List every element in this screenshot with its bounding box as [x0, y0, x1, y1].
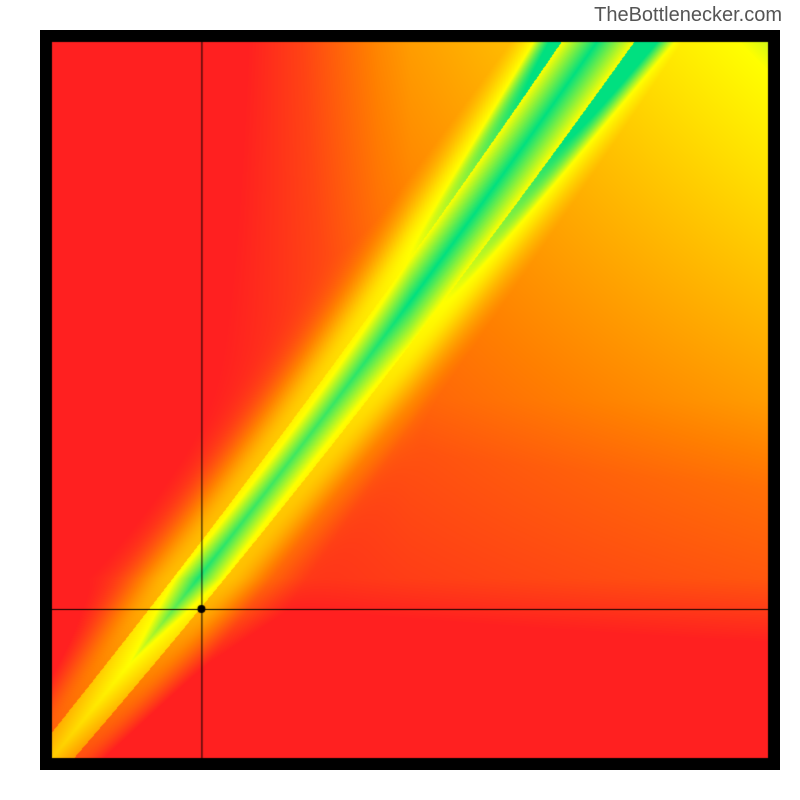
watermark-text: TheBottlenecker.com [594, 4, 782, 27]
heatmap-canvas [40, 30, 780, 770]
heatmap-plot [40, 30, 780, 770]
chart-container: TheBottlenecker.com [0, 0, 800, 800]
